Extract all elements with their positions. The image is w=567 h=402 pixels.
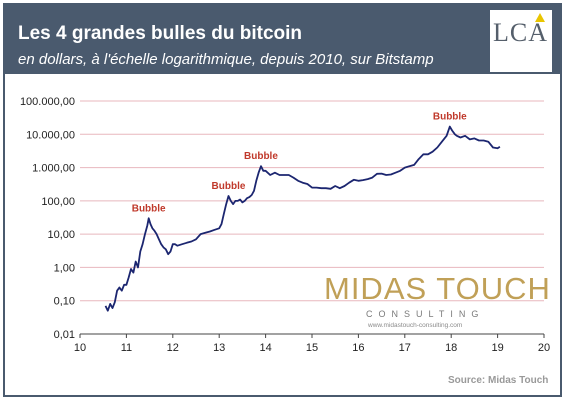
x-tick-label: 15 bbox=[306, 342, 318, 354]
watermark-url: www.midastouch-consulting.com bbox=[367, 322, 462, 329]
y-tick-label: 0,10 bbox=[54, 296, 75, 308]
x-tick-label: 18 bbox=[445, 342, 457, 354]
x-ticks bbox=[79, 334, 545, 338]
price-line bbox=[104, 125, 501, 312]
x-tick-label: 14 bbox=[259, 342, 271, 354]
x-tick-label: 10 bbox=[74, 342, 86, 354]
y-tick-label: 100,00 bbox=[41, 196, 75, 208]
logo-triangle-icon bbox=[535, 13, 545, 22]
x-tick-label: 19 bbox=[491, 342, 503, 354]
chart-svg: 0,01 0,10 1,00 10,00 100,00 1.000,00 10.000,00… bbox=[20, 96, 551, 354]
chart-panel: 0,01 0,10 1,00 10,00 100,00 1.000,00 10.000,00… bbox=[6, 79, 559, 395]
x-tick-label: 16 bbox=[352, 342, 364, 354]
y-tick-labels: 0,01 0,10 1,00 10,00 100,00 1.000,00 10.000,00… bbox=[20, 96, 75, 341]
watermark-name: MIDAS TOUCH bbox=[324, 271, 551, 306]
header-banner: Les 4 grandes bulles du bitcoin en dolla… bbox=[5, 5, 560, 74]
bubble-annotations: Bubble Bubble Bubble Bubble bbox=[132, 112, 467, 215]
watermark-tagline: CONSULTING bbox=[366, 309, 484, 319]
source-note: Source: Midas Touch bbox=[448, 375, 549, 386]
x-tick-label: 11 bbox=[121, 342, 132, 354]
bubble-label: Bubble bbox=[212, 181, 246, 192]
chart-subtitle: en dollars, à l'échelle logarithmique, d… bbox=[18, 51, 434, 68]
lca-logo: LCA bbox=[490, 10, 552, 72]
bubble-label: Bubble bbox=[132, 203, 166, 214]
x-tick-label: 17 bbox=[399, 342, 411, 354]
y-tick-label: 0,01 bbox=[54, 329, 75, 341]
y-tick-label: 1.000,00 bbox=[32, 163, 75, 175]
y-tick-label: 1,00 bbox=[54, 262, 75, 274]
x-tick-label: 13 bbox=[213, 342, 225, 354]
bubble-label: Bubble bbox=[244, 151, 278, 162]
chart-title: Les 4 grandes bulles du bitcoin bbox=[18, 23, 302, 44]
x-tick-label: 20 bbox=[538, 342, 550, 354]
x-tick-label: 12 bbox=[167, 342, 179, 354]
gridlines bbox=[80, 100, 544, 302]
y-tick-label: 10.000,00 bbox=[26, 129, 75, 141]
bubble-label: Bubble bbox=[433, 112, 467, 123]
watermark: MIDAS TOUCH CONSULTING www.midastouch-co… bbox=[324, 271, 551, 329]
x-tick-labels: 10 11 12 13 14 15 16 17 18 19 20 bbox=[74, 342, 550, 354]
logo-text: LCA bbox=[493, 18, 548, 47]
y-tick-label: 100.000,00 bbox=[20, 96, 75, 108]
y-tick-label: 10,00 bbox=[47, 229, 75, 241]
